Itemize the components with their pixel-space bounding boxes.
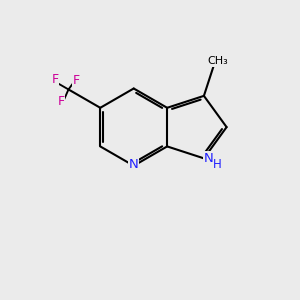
Text: N: N: [129, 158, 139, 171]
Text: N: N: [203, 152, 213, 165]
Text: H: H: [213, 158, 222, 171]
Text: F: F: [57, 95, 64, 108]
Text: F: F: [73, 74, 80, 87]
Text: CH₃: CH₃: [208, 56, 229, 66]
Text: F: F: [51, 73, 58, 86]
